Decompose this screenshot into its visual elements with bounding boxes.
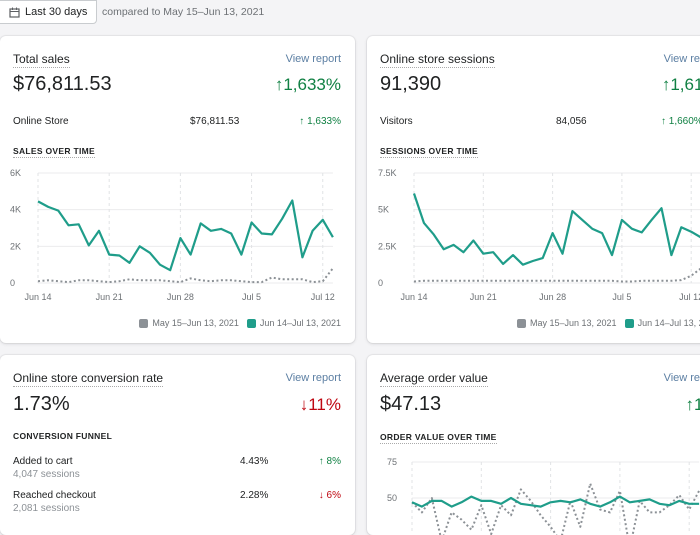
breakdown-row: Online Store $76,811.53 ↑ 1,633% bbox=[13, 116, 341, 127]
aov-value: $47.13 bbox=[380, 393, 442, 415]
current-period-line bbox=[412, 193, 700, 266]
x-tick-label: Jul 5 bbox=[242, 292, 261, 302]
view-report-link[interactable]: View report bbox=[285, 372, 341, 384]
x-tick-label: Jun 21 bbox=[470, 292, 497, 302]
y-tick-label: 50 bbox=[387, 493, 397, 503]
total-sales-card: Total sales View report $76,811.53 ↑1,63… bbox=[0, 36, 355, 343]
x-tick-label: Jul 12 bbox=[679, 292, 700, 302]
row-value: 84,056 bbox=[556, 116, 587, 127]
change-badge: ↑1,633% bbox=[274, 75, 341, 94]
card-title[interactable]: Total sales bbox=[13, 52, 70, 68]
card-title[interactable]: Average order value bbox=[380, 371, 488, 387]
conversion-rate-card: Online store conversion rate View report… bbox=[0, 355, 355, 535]
view-report-link[interactable]: View report bbox=[663, 53, 700, 65]
previous-period-line bbox=[411, 482, 700, 535]
funnel-rate: 4.43% bbox=[240, 456, 269, 467]
card-title[interactable]: Online store sessions bbox=[380, 52, 495, 68]
x-tick-label: Jul 12 bbox=[311, 292, 335, 302]
funnel-label: Added to cart bbox=[13, 456, 73, 467]
row-label: Visitors bbox=[380, 116, 413, 127]
comparison-text: compared to May 15–Jun 13, 2021 bbox=[102, 6, 265, 18]
previous-period-line bbox=[413, 267, 700, 283]
section-title[interactable]: SALES OVER TIME bbox=[13, 146, 95, 158]
chart-legend: May 15–Jun 13, 2021 Jun 14–Jul 13, 2021 bbox=[139, 318, 341, 328]
average-order-value-card: Average order value View report $47.13 ↑… bbox=[367, 355, 700, 535]
previous-period-line bbox=[37, 267, 334, 284]
row-label: Online Store bbox=[13, 116, 69, 127]
legend-swatch-previous bbox=[517, 318, 526, 328]
funnel-label: Reached checkout bbox=[13, 490, 96, 501]
change-badge: ↓11% bbox=[299, 395, 341, 414]
conversion-value: 1.73% bbox=[13, 393, 70, 415]
x-tick-label: Jun 14 bbox=[400, 292, 427, 302]
current-period-line bbox=[411, 495, 700, 508]
y-tick-label: 7.5K bbox=[378, 168, 397, 178]
legend-swatch-previous bbox=[139, 318, 149, 328]
funnel-change: ↑ 8% bbox=[318, 456, 341, 467]
y-tick-label: 75 bbox=[387, 457, 397, 467]
legend-previous: May 15–Jun 13, 2021 bbox=[530, 318, 617, 328]
date-range-button[interactable]: Last 30 days bbox=[0, 0, 97, 24]
row-change: ↑ 1,660% bbox=[661, 116, 700, 127]
legend-current: Jun 14–Jul 13, 2021 bbox=[637, 318, 700, 328]
funnel-row-added-to-cart: Added to cart 4,047 sessions 4.43% ↑ 8% bbox=[13, 456, 341, 480]
order-value-chart: 50 75 bbox=[387, 457, 700, 535]
x-tick-label: Jun 21 bbox=[96, 292, 123, 302]
y-tick-label: 2K bbox=[10, 241, 21, 251]
sessions-card: Online store sessions View report 91,390… bbox=[367, 36, 700, 343]
change-badge: ↑1,612% bbox=[661, 75, 700, 94]
sessions-value: 91,390 bbox=[380, 73, 442, 95]
row-value: $76,811.53 bbox=[190, 116, 240, 127]
breakdown-row: Visitors 84,056 ↑ 1,660% bbox=[380, 116, 700, 127]
sessions-chart: 0 2.5K 5K 7.5K Jun 14 Jun 21 Jun 28 Jul 5 Jul 12 bbox=[378, 168, 700, 302]
date-range-label: Last 30 days bbox=[25, 6, 88, 18]
view-report-link[interactable]: View report bbox=[285, 53, 341, 65]
funnel-sessions: 2,081 sessions bbox=[13, 503, 80, 514]
y-tick-label: 6K bbox=[10, 168, 21, 178]
calendar-icon bbox=[9, 7, 20, 18]
x-tick-label: Jun 28 bbox=[539, 292, 566, 302]
funnel-sessions: 4,047 sessions bbox=[13, 469, 80, 480]
section-title[interactable]: SESSIONS OVER TIME bbox=[380, 146, 478, 158]
legend-swatch-current bbox=[624, 318, 634, 328]
change-badge: ↑12% bbox=[685, 395, 700, 414]
y-tick-label: 4K bbox=[10, 205, 21, 215]
legend-previous: May 15–Jun 13, 2021 bbox=[152, 318, 239, 328]
sales-chart: 0 2K 4K 6K Jun 14 Jun 21 Jun 28 Jul 5 Jul 12 bbox=[10, 168, 335, 302]
total-sales-value: $76,811.53 bbox=[13, 73, 112, 95]
funnel-row-reached-checkout: Reached checkout 2,081 sessions 2.28% ↓ … bbox=[13, 490, 341, 514]
x-tick-label: Jun 28 bbox=[167, 292, 194, 302]
view-report-link[interactable]: View report bbox=[663, 372, 700, 384]
y-tick-label: 0 bbox=[10, 278, 15, 288]
x-tick-label: Jun 14 bbox=[24, 292, 51, 302]
y-tick-label: 0 bbox=[378, 278, 383, 288]
y-tick-label: 2.5K bbox=[378, 241, 397, 251]
current-period-line bbox=[37, 199, 334, 272]
section-title: CONVERSION FUNNEL bbox=[13, 431, 113, 441]
row-change: ↑ 1,633% bbox=[299, 116, 341, 127]
section-title[interactable]: ORDER VALUE OVER TIME bbox=[380, 432, 497, 444]
chart-legend: May 15–Jun 13, 2021 Jun 14–Jul 13, 2021 bbox=[517, 318, 700, 328]
card-title[interactable]: Online store conversion rate bbox=[13, 371, 164, 387]
legend-swatch-current bbox=[246, 318, 256, 328]
funnel-rate: 2.28% bbox=[240, 490, 269, 501]
legend-current: Jun 14–Jul 13, 2021 bbox=[259, 318, 341, 328]
funnel-change: ↓ 6% bbox=[318, 490, 341, 501]
x-tick-label: Jul 5 bbox=[612, 292, 631, 302]
y-tick-label: 5K bbox=[378, 205, 389, 215]
